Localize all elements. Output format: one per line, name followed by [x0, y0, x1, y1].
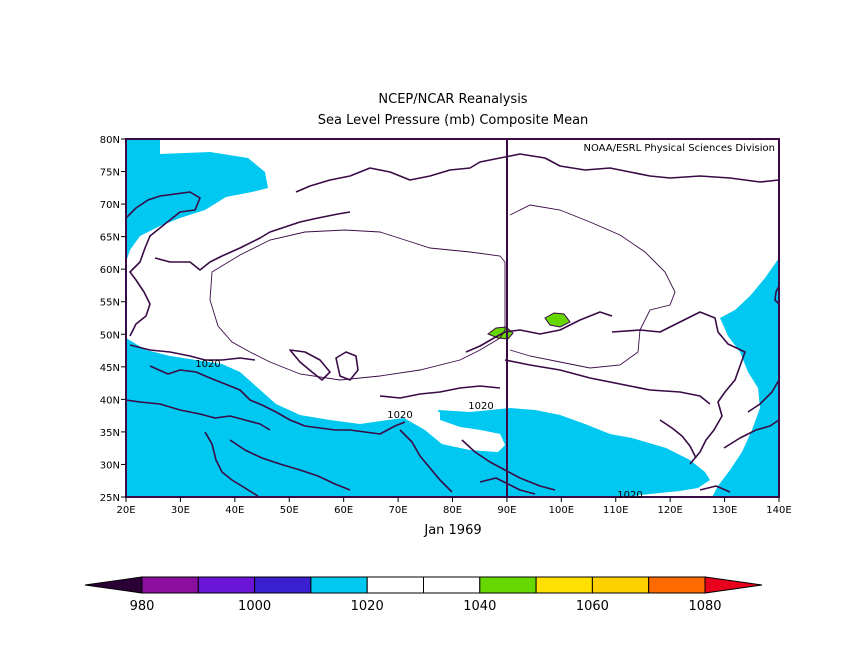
low-pressure-region-east: [712, 258, 779, 497]
colorbar-label: 1040: [463, 599, 496, 614]
coastline: [461, 439, 556, 491]
colorbar-arrow-high: [704, 576, 763, 594]
y-tick-label: 30N: [100, 460, 120, 471]
colorbar-swatch: [366, 576, 425, 594]
colorbar-swatch: [310, 576, 368, 594]
coastline: [659, 419, 697, 459]
y-tick-label: 35N: [100, 428, 120, 439]
coastline: [295, 153, 779, 193]
coastline: [379, 385, 501, 399]
x-tick-label: 110E: [603, 505, 628, 516]
contour-label: 1020: [195, 359, 220, 370]
coastline: [699, 485, 731, 493]
colorbar-swatch: [479, 576, 537, 594]
colorbar-label: 980: [130, 599, 155, 614]
low-pressure-region-south: [126, 338, 710, 497]
coastline: [504, 359, 711, 405]
coastline: [289, 349, 331, 381]
coastline: [465, 311, 613, 353]
colorbar-label: 1020: [351, 599, 384, 614]
map-subtitle: Sea Level Pressure (mb) Composite Mean: [318, 113, 589, 128]
y-tick-label: 60N: [100, 265, 120, 276]
isobar-contour: [209, 229, 506, 381]
x-tick-label: 60E: [334, 505, 353, 516]
colorbar-label: 1080: [688, 599, 721, 614]
x-tick-label: 130E: [712, 505, 737, 516]
map-area: [126, 139, 779, 497]
colorbar-arrow-low: [84, 576, 143, 594]
period-label: Jan 1969: [423, 523, 481, 538]
colorbar-swatch: [254, 576, 312, 594]
credit-text: NOAA/ESRL Physical Sciences Division: [584, 143, 776, 154]
y-tick-label: 40N: [100, 395, 120, 406]
coastline: [723, 419, 779, 449]
colorbar: 980 1000 1020 1040 1060 1080: [84, 576, 763, 614]
y-tick-label: 55N: [100, 298, 120, 309]
coastline: [747, 379, 779, 413]
coastline: [204, 431, 259, 497]
coastline: [154, 211, 351, 271]
x-tick-label: 80E: [443, 505, 462, 516]
x-axis: 20E 30E 40E 50E 60E 70E 80E 90E 100E 110E 120E 130E…: [116, 497, 792, 516]
coastline: [129, 344, 256, 361]
x-tick-label: 90E: [497, 505, 516, 516]
colorbar-label: 1000: [238, 599, 271, 614]
high-pressure-cell: [544, 312, 571, 328]
x-tick-label: 30E: [171, 505, 190, 516]
x-tick-label: 50E: [280, 505, 299, 516]
x-tick-label: 140E: [766, 505, 791, 516]
map-title: NCEP/NCAR Reanalysis: [378, 92, 527, 107]
y-tick-label: 65N: [100, 233, 120, 244]
colorbar-swatch: [648, 576, 706, 594]
low-pressure-region: [126, 139, 268, 262]
colorbar-swatch: [197, 576, 256, 594]
coastline: [335, 351, 359, 381]
colorbar-swatch: [591, 576, 650, 594]
x-tick-label: 70E: [389, 505, 408, 516]
contour-label: 1020: [617, 490, 642, 501]
y-tick-label: 75N: [100, 168, 120, 179]
x-tick-label: 20E: [116, 505, 135, 516]
gap-white: [420, 412, 505, 452]
coastline: [149, 365, 406, 435]
x-tick-label: 120E: [657, 505, 682, 516]
y-tick-label: 70N: [100, 200, 120, 211]
x-tick-label: 40E: [225, 505, 244, 516]
coastline: [399, 429, 453, 493]
isobar-contour: [509, 204, 676, 369]
colorbar-swatch: [535, 576, 593, 594]
y-axis: 25N 30N 35N 40N 45N 50N 55N 60N 65N 70N 75N 80N: [100, 135, 126, 504]
colorbar-swatch: [141, 576, 199, 594]
coastline: [126, 399, 271, 431]
y-tick-label: 45N: [100, 363, 120, 374]
coastline: [229, 439, 351, 491]
y-tick-label: 50N: [100, 330, 120, 341]
x-tick-label: 100E: [549, 505, 574, 516]
y-tick-label: 25N: [100, 493, 120, 504]
contour-label: 1020: [387, 410, 412, 421]
y-tick-label: 80N: [100, 135, 120, 146]
contour-label: 1020: [468, 401, 493, 412]
coastline: [126, 191, 201, 337]
colorbar-swatch: [423, 576, 481, 594]
colorbar-label: 1060: [576, 599, 609, 614]
coastline: [611, 311, 746, 465]
